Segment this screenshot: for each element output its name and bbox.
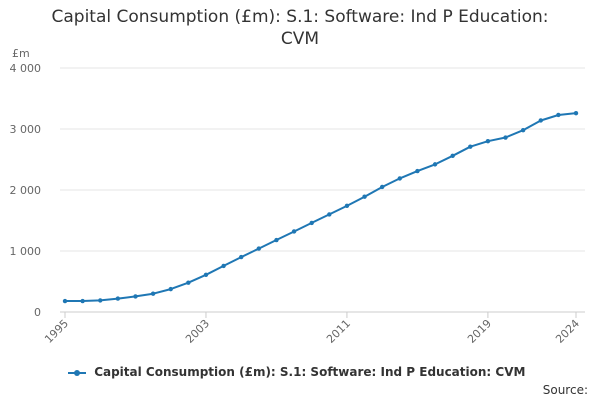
data-point[interactable]	[397, 176, 402, 181]
data-point[interactable]	[309, 220, 314, 226]
data-point[interactable]	[274, 237, 279, 243]
y-tick-label: 4 000	[10, 62, 42, 75]
data-point[interactable]	[415, 168, 420, 174]
data-point[interactable]	[115, 296, 121, 301]
data-point[interactable]	[432, 162, 438, 167]
data-point[interactable]	[186, 280, 191, 285]
data-point[interactable]	[450, 153, 455, 159]
chart-title-line-2: CVM	[280, 29, 320, 49]
x-tick-label: 1995	[42, 317, 71, 346]
data-point[interactable]	[327, 212, 332, 217]
data-point[interactable]	[520, 128, 526, 133]
x-tick-label: 2011	[324, 317, 353, 346]
data-point[interactable]	[291, 229, 297, 234]
y-tick-label: 1 000	[10, 245, 42, 258]
x-tick-label: 2019	[465, 317, 494, 346]
data-point[interactable]	[256, 246, 262, 251]
data-point[interactable]	[538, 118, 543, 123]
data-point[interactable]	[221, 263, 226, 269]
data-point[interactable]	[344, 203, 350, 209]
x-tick-label: 2003	[183, 317, 212, 346]
data-point[interactable]	[80, 298, 85, 304]
data-point[interactable]	[239, 254, 244, 260]
data-point[interactable]	[379, 184, 385, 190]
y-axis-unit-label: £m	[12, 47, 30, 60]
source-label: Source:	[542, 383, 588, 397]
legend-line-marker-icon	[68, 369, 86, 376]
series-line	[65, 112, 577, 302]
series-group	[62, 110, 579, 304]
data-point[interactable]	[362, 194, 367, 199]
data-point[interactable]	[503, 135, 508, 140]
legend-label: Capital Consumption (£m): S.1: Software:…	[94, 365, 526, 379]
data-point[interactable]	[62, 298, 68, 304]
data-point[interactable]	[468, 144, 473, 149]
x-tick-label: 2024	[553, 317, 582, 346]
y-tick-label: 2 000	[10, 184, 42, 197]
data-point[interactable]	[150, 291, 156, 296]
data-point[interactable]	[556, 112, 561, 118]
gridlines	[60, 67, 585, 313]
data-point[interactable]	[98, 298, 103, 303]
data-point[interactable]	[573, 110, 579, 116]
y-tick-label: 3 000	[10, 123, 42, 136]
chart-title: Capital Consumption (£m): S.1: Software:…	[0, 6, 600, 50]
x-axis-ticks: 1995 2003 2011 2019 2024	[42, 312, 582, 346]
data-point[interactable]	[203, 272, 209, 277]
data-point[interactable]	[485, 139, 491, 144]
y-axis-ticks: 0 1 000 2 000 3 000 4 000	[10, 62, 42, 319]
y-tick-label: 0	[34, 306, 41, 319]
legend-item[interactable]: Capital Consumption (£m): S.1: Software:…	[68, 365, 525, 379]
data-point[interactable]	[168, 286, 173, 292]
data-point[interactable]	[133, 294, 138, 299]
chart-title-line-1: Capital Consumption (£m): S.1: Software:…	[51, 7, 549, 27]
